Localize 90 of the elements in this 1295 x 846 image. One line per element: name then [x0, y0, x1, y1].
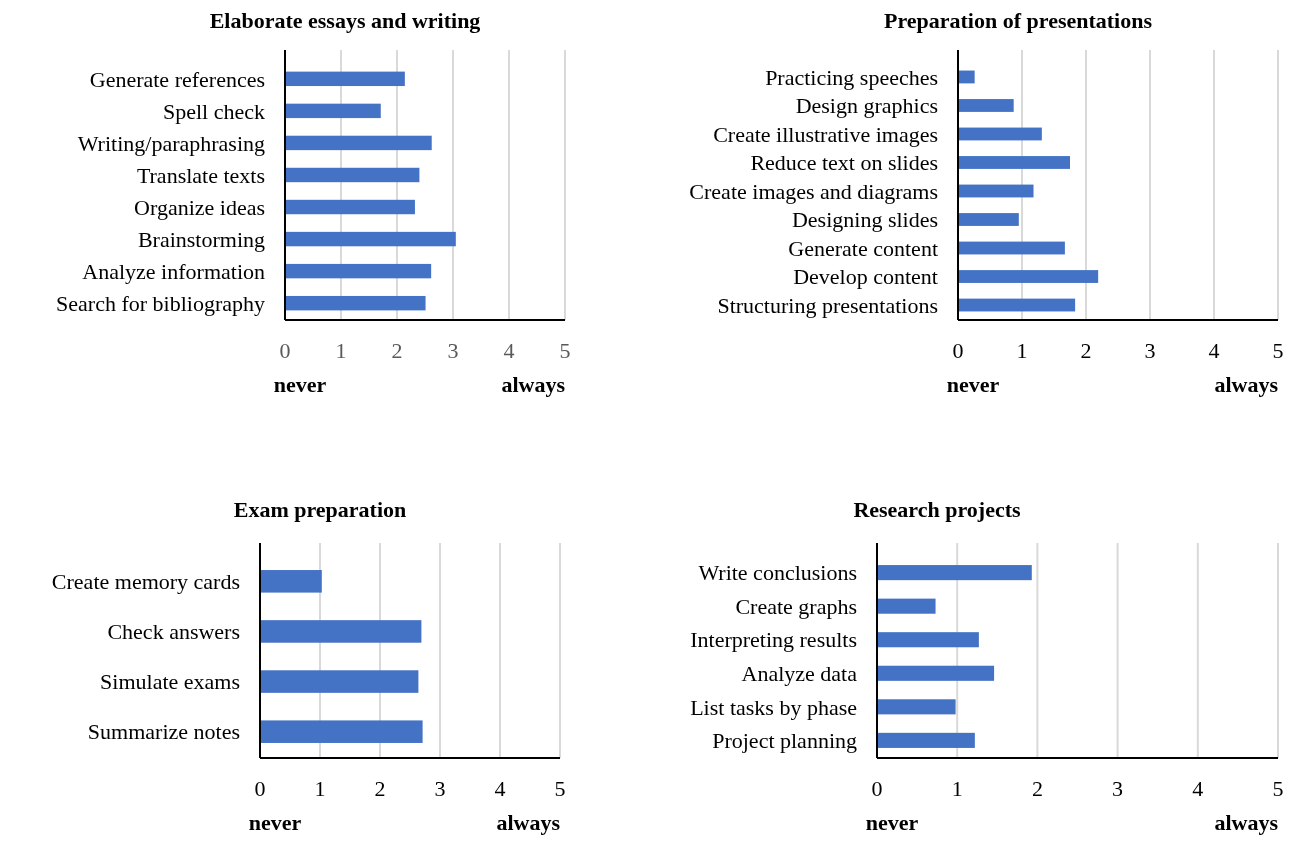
bar [260, 720, 423, 743]
bar [877, 598, 936, 614]
y-tick-label: Analyze data [741, 660, 858, 686]
y-tick-label: Create illustrative images [713, 121, 938, 147]
bar [285, 231, 456, 247]
x-tick-label: 2 [1031, 776, 1043, 801]
bar [958, 156, 1070, 169]
y-tick-label: Search for bibliography [56, 290, 265, 316]
y-tick-label: Project planning [712, 728, 857, 754]
x-tick-label: 5 [559, 338, 571, 363]
y-tick-label: Simulate exams [100, 669, 240, 695]
bar [877, 699, 956, 715]
bar [958, 298, 1076, 312]
x-tick-label: 3 [434, 776, 446, 801]
bar [285, 263, 432, 279]
bar [958, 70, 975, 84]
y-tick-label: Create graphs [735, 593, 857, 619]
text: always [496, 810, 561, 835]
bar [958, 127, 1042, 141]
x-tick-label: 0 [254, 776, 266, 801]
x-tick-label: 2 [391, 338, 403, 363]
x-tick-label: 3 [1112, 776, 1124, 801]
text: never [946, 372, 1000, 397]
x-tick-label: 5 [554, 776, 566, 801]
x-tick-label: 1 [314, 776, 326, 801]
bar [958, 99, 1014, 112]
x-tick-label: 4 [1208, 338, 1220, 363]
bar [877, 665, 995, 681]
y-tick-label: Structuring presentations [717, 292, 938, 318]
text: never [248, 810, 302, 835]
bar [285, 167, 420, 183]
x-tick-label: 4 [1192, 776, 1204, 801]
text: never [273, 372, 327, 397]
y-tick-label: Write conclusions [698, 560, 857, 586]
y-tick-label: Summarize notes [87, 719, 240, 745]
x-tick-label: 0 [279, 338, 291, 363]
chart-title: Research projects [853, 497, 1022, 522]
bar [877, 632, 979, 648]
y-tick-label: Reduce text on slides [750, 150, 938, 176]
bar [260, 570, 322, 593]
y-tick-label: Brainstorming [137, 226, 265, 252]
x-tick-label: 3 [447, 338, 459, 363]
y-tick-label: Check answers [107, 619, 240, 645]
bar [958, 241, 1065, 255]
y-tick-label: Interpreting results [690, 627, 857, 653]
bar [958, 213, 1019, 226]
x-tick-label: 5 [1272, 338, 1284, 363]
x-tick-label: 2 [374, 776, 386, 801]
bar [877, 732, 975, 748]
x-tick-label: 0 [952, 338, 964, 363]
y-tick-label: Writing/paraphrasing [77, 130, 265, 156]
bar [285, 103, 381, 119]
y-tick-label: Develop content [793, 264, 938, 290]
x-tick-label: 4 [503, 338, 515, 363]
bar [285, 199, 415, 215]
x-tick-label: 1 [951, 776, 963, 801]
x-tick-label: 2 [1080, 338, 1092, 363]
y-tick-label: Generate content [788, 235, 938, 261]
y-tick-label: Design graphics [795, 93, 938, 119]
y-tick-label: List tasks by phase [690, 694, 857, 720]
x-tick-label: 0 [871, 776, 883, 801]
text: always [501, 372, 566, 397]
text: always [1214, 372, 1279, 397]
bar [958, 270, 1099, 283]
bar [285, 295, 426, 311]
bar [260, 670, 419, 693]
x-tick-label: 5 [1272, 776, 1284, 801]
y-tick-label: Spell check [162, 98, 265, 124]
y-tick-label: Create memory cards [51, 569, 240, 595]
bar [958, 184, 1034, 198]
x-tick-label: 3 [1144, 338, 1156, 363]
x-tick-label: 4 [494, 776, 506, 801]
text: never [865, 810, 919, 835]
y-tick-label: Generate references [89, 66, 265, 92]
x-tick-label: 1 [335, 338, 347, 363]
y-tick-label: Designing slides [791, 207, 938, 233]
bar [285, 71, 405, 87]
y-tick-label: Organize ideas [134, 194, 265, 220]
bar [877, 565, 1032, 581]
y-tick-label: Analyze information [82, 258, 265, 284]
chart-title: Preparation of presentations [883, 8, 1153, 33]
bar [260, 620, 422, 643]
bar [285, 135, 432, 151]
x-tick-label: 1 [1016, 338, 1028, 363]
y-tick-label: Translate texts [136, 162, 265, 188]
chart-title: Elaborate essays and writing [209, 8, 481, 33]
chart-title: Exam preparation [233, 497, 407, 522]
y-tick-label: Create images and diagrams [689, 178, 938, 204]
y-tick-label: Practicing speeches [765, 64, 938, 90]
text: always [1214, 810, 1279, 835]
